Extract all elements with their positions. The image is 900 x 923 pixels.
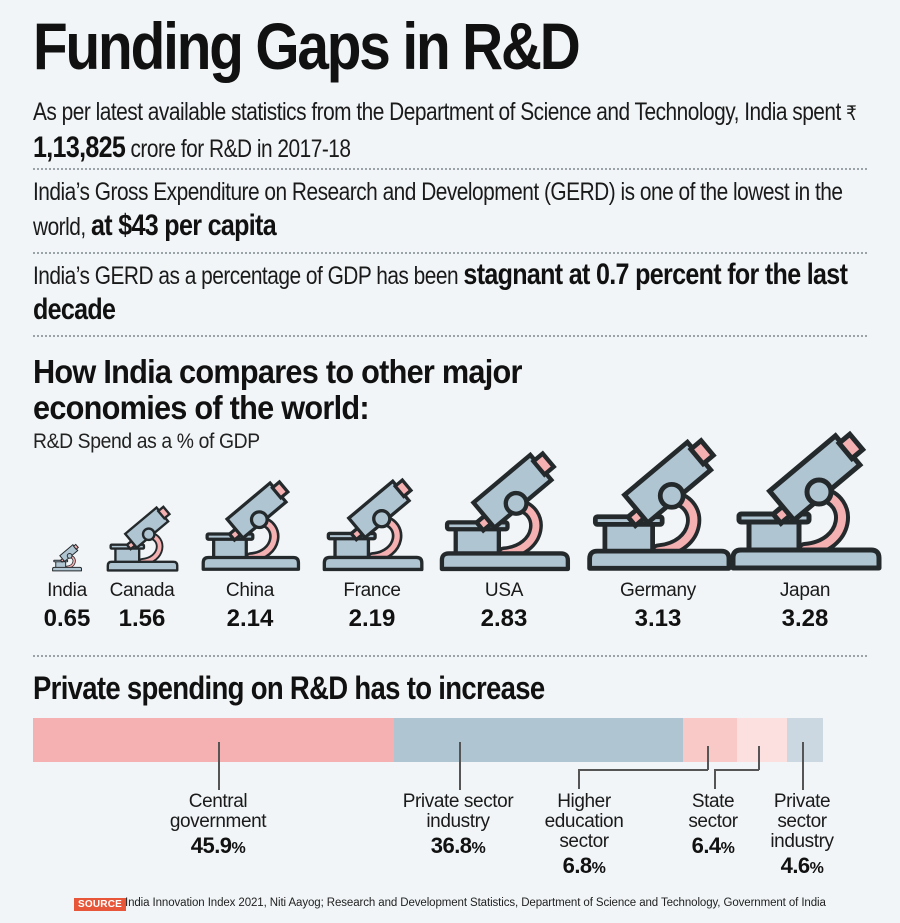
- country-label: Germany: [619, 580, 697, 601]
- segment-value: 45.9%: [190, 833, 246, 858]
- divider: [33, 335, 867, 337]
- segment-label-line: Central: [188, 791, 248, 812]
- divider: [33, 252, 867, 254]
- leader-line: [578, 769, 708, 771]
- country-value: 2.19: [348, 605, 396, 632]
- segment-value: 6.4%: [691, 833, 735, 858]
- source-badge: SOURCE: [74, 898, 126, 911]
- page-title: Funding Gaps in R&D: [33, 9, 581, 83]
- divider: [33, 655, 867, 657]
- fact-text: India’s GERD as a percentage of GDP has …: [33, 262, 459, 290]
- comparison-heading-line: How India compares to other major: [33, 353, 522, 390]
- country-label: France: [343, 580, 401, 601]
- segment-value: 36.8%: [430, 833, 486, 858]
- segment-label-line: State: [691, 791, 735, 812]
- private-heading: Private spending on R&D has to increase: [33, 670, 545, 706]
- segment-value: 4.6%: [780, 853, 824, 878]
- leader-line: [714, 769, 716, 789]
- country-label: USA: [484, 580, 524, 601]
- segment-label-line: education: [544, 811, 624, 832]
- segment-label-line: Private: [773, 791, 831, 812]
- microscope-icon: [106, 504, 179, 572]
- segment-label-line: Private sector: [402, 791, 514, 812]
- comparison-subtitle: R&D Spend as a % of GDP: [33, 430, 260, 453]
- country-value: 0.65: [43, 605, 91, 632]
- country-value: 1.56: [118, 605, 166, 632]
- fact-text: crore for R&D in 2017-18: [130, 135, 351, 163]
- country-label: Canada: [109, 580, 175, 601]
- fact-text: India’s Gross Expenditure on Research an…: [33, 178, 843, 241]
- divider: [33, 168, 867, 170]
- segment-label-line: sector: [559, 831, 609, 852]
- microscope-icon: [730, 430, 882, 571]
- country-label: India: [47, 580, 87, 601]
- leader-line: [218, 742, 220, 790]
- leader-line: [802, 742, 804, 790]
- segment-label-line: industry: [426, 811, 490, 832]
- fact-highlight: 1,13,825: [33, 131, 126, 164]
- leader-line: [758, 746, 760, 770]
- segment-label-line: industry: [770, 831, 834, 852]
- leader-line: [714, 769, 759, 771]
- microscope-icon: [52, 543, 83, 572]
- fact-gerd-per-capita: India’s Gross Expenditure on Research an…: [33, 176, 876, 244]
- leader-line: [459, 742, 461, 790]
- microscope-icon: [439, 450, 570, 571]
- rupee-symbol: ₹: [846, 103, 857, 125]
- country-value: 3.28: [781, 605, 829, 632]
- microscope-icon: [201, 479, 300, 572]
- segment-value: 6.8%: [562, 853, 606, 878]
- fact-highlight: at $43 per capita: [90, 209, 277, 242]
- segment-label: State sector 6.4%: [638, 792, 788, 859]
- segment-label-line: sector: [688, 811, 738, 832]
- segment-label: Higher education sector 6.8%: [509, 792, 659, 879]
- country-label: China: [225, 580, 275, 601]
- country-value: 2.83: [480, 605, 528, 632]
- microscope-icon: [322, 477, 424, 571]
- bar-segment: [33, 718, 394, 762]
- bar-segment: [786, 718, 823, 762]
- segment-label: Private sector industry 36.8%: [383, 792, 533, 859]
- comparison-heading-line: economies of the world:: [33, 389, 370, 426]
- leader-line: [707, 746, 709, 770]
- segment-label-line: government: [169, 811, 267, 832]
- microscope-icon: [586, 437, 731, 571]
- fact-highlight: stagnant at 0.7 percent for the last dec…: [33, 258, 848, 326]
- segment-label: Private sector industry 4.6%: [727, 792, 877, 879]
- bar-segment: [393, 718, 684, 762]
- fact-text: As per latest available statistics from …: [33, 98, 841, 126]
- segment-label-line: sector: [777, 811, 827, 832]
- source-text: India Innovation Index 2021, Niti Aayog;…: [125, 897, 826, 909]
- fact-spending: As per latest available statistics from …: [33, 96, 868, 166]
- comparison-heading: How India compares to other major econom…: [33, 354, 522, 426]
- country-value: 2.14: [226, 605, 274, 632]
- segment-label: Central government 45.9%: [143, 792, 293, 859]
- bar-segment: [736, 718, 787, 762]
- leader-line: [578, 769, 580, 789]
- bar-segment: [683, 718, 737, 762]
- country-value: 3.13: [634, 605, 682, 632]
- fact-gerd-gdp: India’s GERD as a percentage of GDP has …: [33, 258, 893, 328]
- segment-label-line: Higher: [557, 791, 611, 812]
- country-label: Japan: [779, 580, 831, 601]
